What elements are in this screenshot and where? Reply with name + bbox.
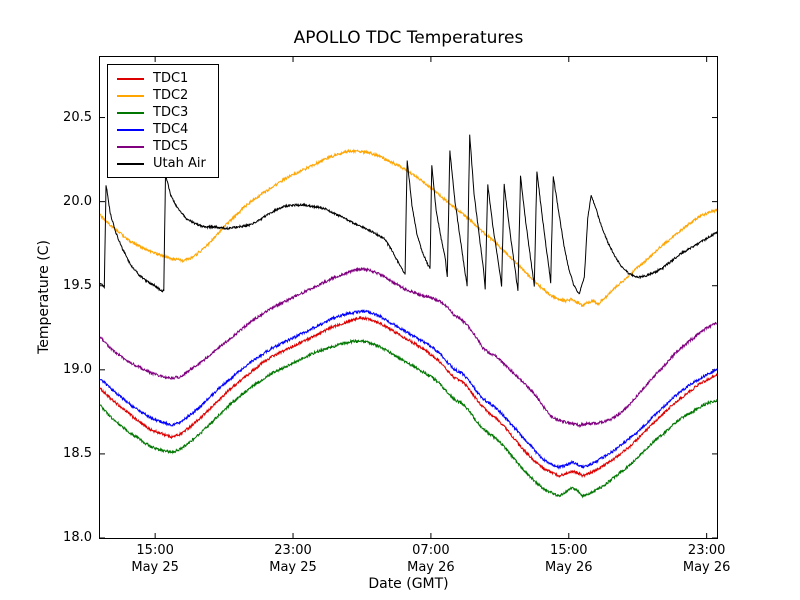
x-tick-date: May 26 (545, 560, 593, 575)
x-tick-date: May 26 (407, 560, 455, 575)
x-axis-label: Date (GMT) (368, 576, 449, 592)
x-tick-date: May 26 (682, 560, 731, 575)
series-line-UtahAir (100, 134, 717, 295)
plot-area: TDC1 TDC2 TDC3 TDC4 TDC5 Utah Air (99, 56, 718, 539)
x-tick-time: 15:00 (550, 543, 588, 558)
y-tick-label: 20.0 (63, 193, 92, 209)
legend-item-TDC5: TDC5 (117, 138, 206, 155)
y-axis-label: Temperature (C) (36, 240, 52, 354)
legend-line-sample-TDC2 (117, 94, 144, 97)
legend-line-sample-TDC3 (117, 111, 144, 114)
legend-item-UtahAir: Utah Air (117, 155, 206, 172)
legend-label-TDC4: TDC4 (153, 122, 189, 137)
legend-label-TDC3: TDC3 (153, 105, 189, 120)
x-tick-date: May 25 (269, 560, 317, 575)
x-tick-label: 15:00 May 26 (532, 542, 606, 576)
legend-label-TDC5: TDC5 (153, 139, 189, 154)
legend-line-sample-TDC4 (117, 128, 144, 131)
series-line-TDC1 (100, 315, 717, 478)
x-tick-time: 23:00 (274, 543, 312, 558)
legend-item-TDC2: TDC2 (117, 87, 206, 104)
legend-label-UtahAir: Utah Air (153, 156, 206, 171)
chart-title: APOLLO TDC Temperatures (293, 28, 524, 48)
x-tick-label: 07:00 May 26 (394, 542, 468, 576)
x-tick-time: 15:00 (136, 543, 174, 558)
legend-line-sample-TDC5 (117, 145, 144, 148)
x-tick-label: 23:00 May 25 (256, 542, 330, 576)
y-tick-label: 19.5 (63, 277, 92, 293)
legend-item-TDC3: TDC3 (117, 104, 206, 121)
series-line-TDC3 (100, 338, 717, 499)
x-tick-date: May 25 (131, 560, 179, 575)
legend-label-TDC2: TDC2 (153, 88, 189, 103)
legend-label-TDC1: TDC1 (153, 71, 189, 86)
x-tick-label: 23:00 May 26 (670, 542, 744, 576)
legend-item-TDC4: TDC4 (117, 121, 206, 138)
y-tick-label: 18.5 (63, 445, 92, 461)
y-tick-label: 18.0 (63, 530, 92, 545)
legend-line-sample-UtahAir (117, 162, 144, 165)
series-line-TDC5 (100, 266, 717, 428)
series-line-TDC4 (100, 309, 717, 470)
legend: TDC1 TDC2 TDC3 TDC4 TDC5 Utah Air (107, 64, 219, 178)
plot-lines (100, 57, 717, 538)
y-tick-label: 19.0 (63, 361, 92, 377)
legend-line-sample-TDC1 (117, 77, 144, 80)
x-tick-label: 15:00 May 25 (118, 542, 192, 576)
y-tick-label: 20.5 (63, 109, 92, 125)
x-tick-time: 23:00 (687, 543, 726, 558)
x-tick-time: 07:00 (412, 543, 450, 558)
legend-item-TDC1: TDC1 (117, 70, 206, 87)
